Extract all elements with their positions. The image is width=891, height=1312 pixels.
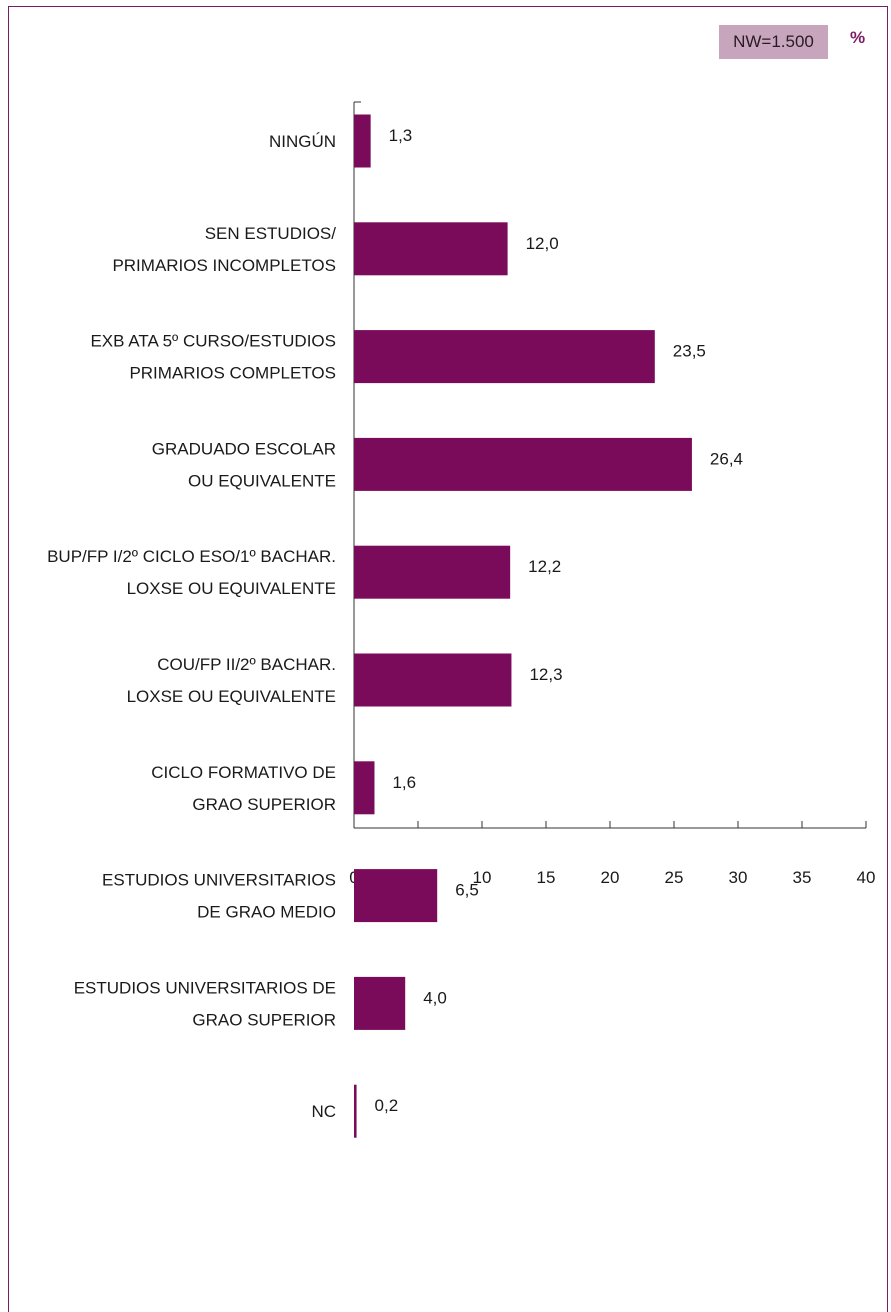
value-label: 26,4	[710, 449, 743, 468]
category-label: EXB ATA 5º CURSO/ESTUDIOS	[90, 332, 336, 351]
category-label: PRIMARIOS INCOMPLETOS	[112, 256, 336, 275]
category-label: ESTUDIOS UNIVERSITARIOS	[102, 871, 336, 890]
bar	[354, 761, 375, 815]
bar	[354, 437, 692, 491]
category-label: PRIMARIOS COMPLETOS	[129, 364, 336, 383]
category-label: GRAO SUPERIOR	[192, 1010, 336, 1029]
category-label: LOXSE OU EQUIVALENTE	[127, 687, 336, 706]
bar	[354, 222, 508, 276]
bar	[354, 114, 371, 168]
category-label: ESTUDIOS UNIVERSITARIOS DE	[74, 978, 336, 997]
x-tick-label: 15	[537, 868, 556, 887]
value-label: 12,0	[526, 234, 559, 253]
bar	[354, 545, 511, 599]
value-label: 1,3	[389, 126, 413, 145]
x-tick-label: 40	[857, 868, 876, 887]
value-label: 12,2	[528, 557, 561, 576]
x-tick-label: 25	[665, 868, 684, 887]
value-label: 1,6	[392, 773, 416, 792]
category-label: OU EQUIVALENTE	[188, 471, 336, 490]
x-tick-label: 10	[473, 868, 492, 887]
category-label: DE GRAO MEDIO	[197, 903, 336, 922]
bar	[354, 653, 512, 707]
category-label: BUP/FP I/2º CICLO ESO/1º BACHAR.	[47, 547, 336, 566]
bar	[354, 976, 406, 1030]
category-label: CICLO FORMATIVO DE	[151, 763, 336, 782]
category-label: SEN ESTUDIOS/	[205, 224, 337, 243]
x-tick-label: 30	[729, 868, 748, 887]
category-label: GRADUADO ESCOLAR	[152, 439, 336, 458]
x-tick-label: 35	[793, 868, 812, 887]
chart-frame	[8, 6, 888, 1312]
bar	[354, 1084, 357, 1138]
category-label: NC	[311, 1102, 336, 1121]
category-label: GRAO SUPERIOR	[192, 795, 336, 814]
x-tick-label: 20	[601, 868, 620, 887]
bar	[354, 330, 655, 384]
bar	[354, 869, 438, 923]
sample-size-badge: NW=1.500	[719, 25, 828, 59]
category-label: NINGÚN	[269, 132, 336, 151]
category-label: LOXSE OU EQUIVALENTE	[127, 579, 336, 598]
category-label: COU/FP II/2º BACHAR.	[157, 655, 336, 674]
value-label: 23,5	[673, 342, 706, 361]
unit-label: %	[850, 28, 866, 47]
value-label: 6,5	[455, 881, 479, 900]
value-label: 12,3	[529, 665, 562, 684]
value-label: 4,0	[423, 988, 447, 1007]
value-label: 0,2	[375, 1096, 399, 1115]
